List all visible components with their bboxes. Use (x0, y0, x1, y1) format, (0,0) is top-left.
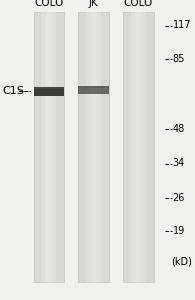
Bar (34, 87, 64, 89)
Text: JK: JK (89, 0, 98, 8)
Text: 48: 48 (173, 124, 185, 134)
Text: 26: 26 (173, 193, 185, 203)
Bar (123, 12, 154, 282)
Text: 19: 19 (173, 226, 185, 236)
Text: 117: 117 (173, 20, 191, 31)
Text: (kD): (kD) (171, 256, 191, 266)
Text: C1S: C1S (2, 86, 24, 97)
Bar (90, 12, 97, 282)
Text: COLO: COLO (34, 0, 63, 8)
Bar (41, 12, 56, 282)
Text: 34: 34 (173, 158, 185, 169)
Bar (78, 86, 109, 94)
Bar (34, 87, 64, 96)
Bar (86, 12, 101, 282)
Text: COLO: COLO (124, 0, 153, 8)
Text: 85: 85 (173, 53, 185, 64)
Bar (78, 86, 109, 88)
Bar (34, 12, 64, 282)
Bar (131, 12, 146, 282)
Bar (46, 12, 52, 282)
Bar (135, 12, 142, 282)
Bar (78, 12, 109, 282)
